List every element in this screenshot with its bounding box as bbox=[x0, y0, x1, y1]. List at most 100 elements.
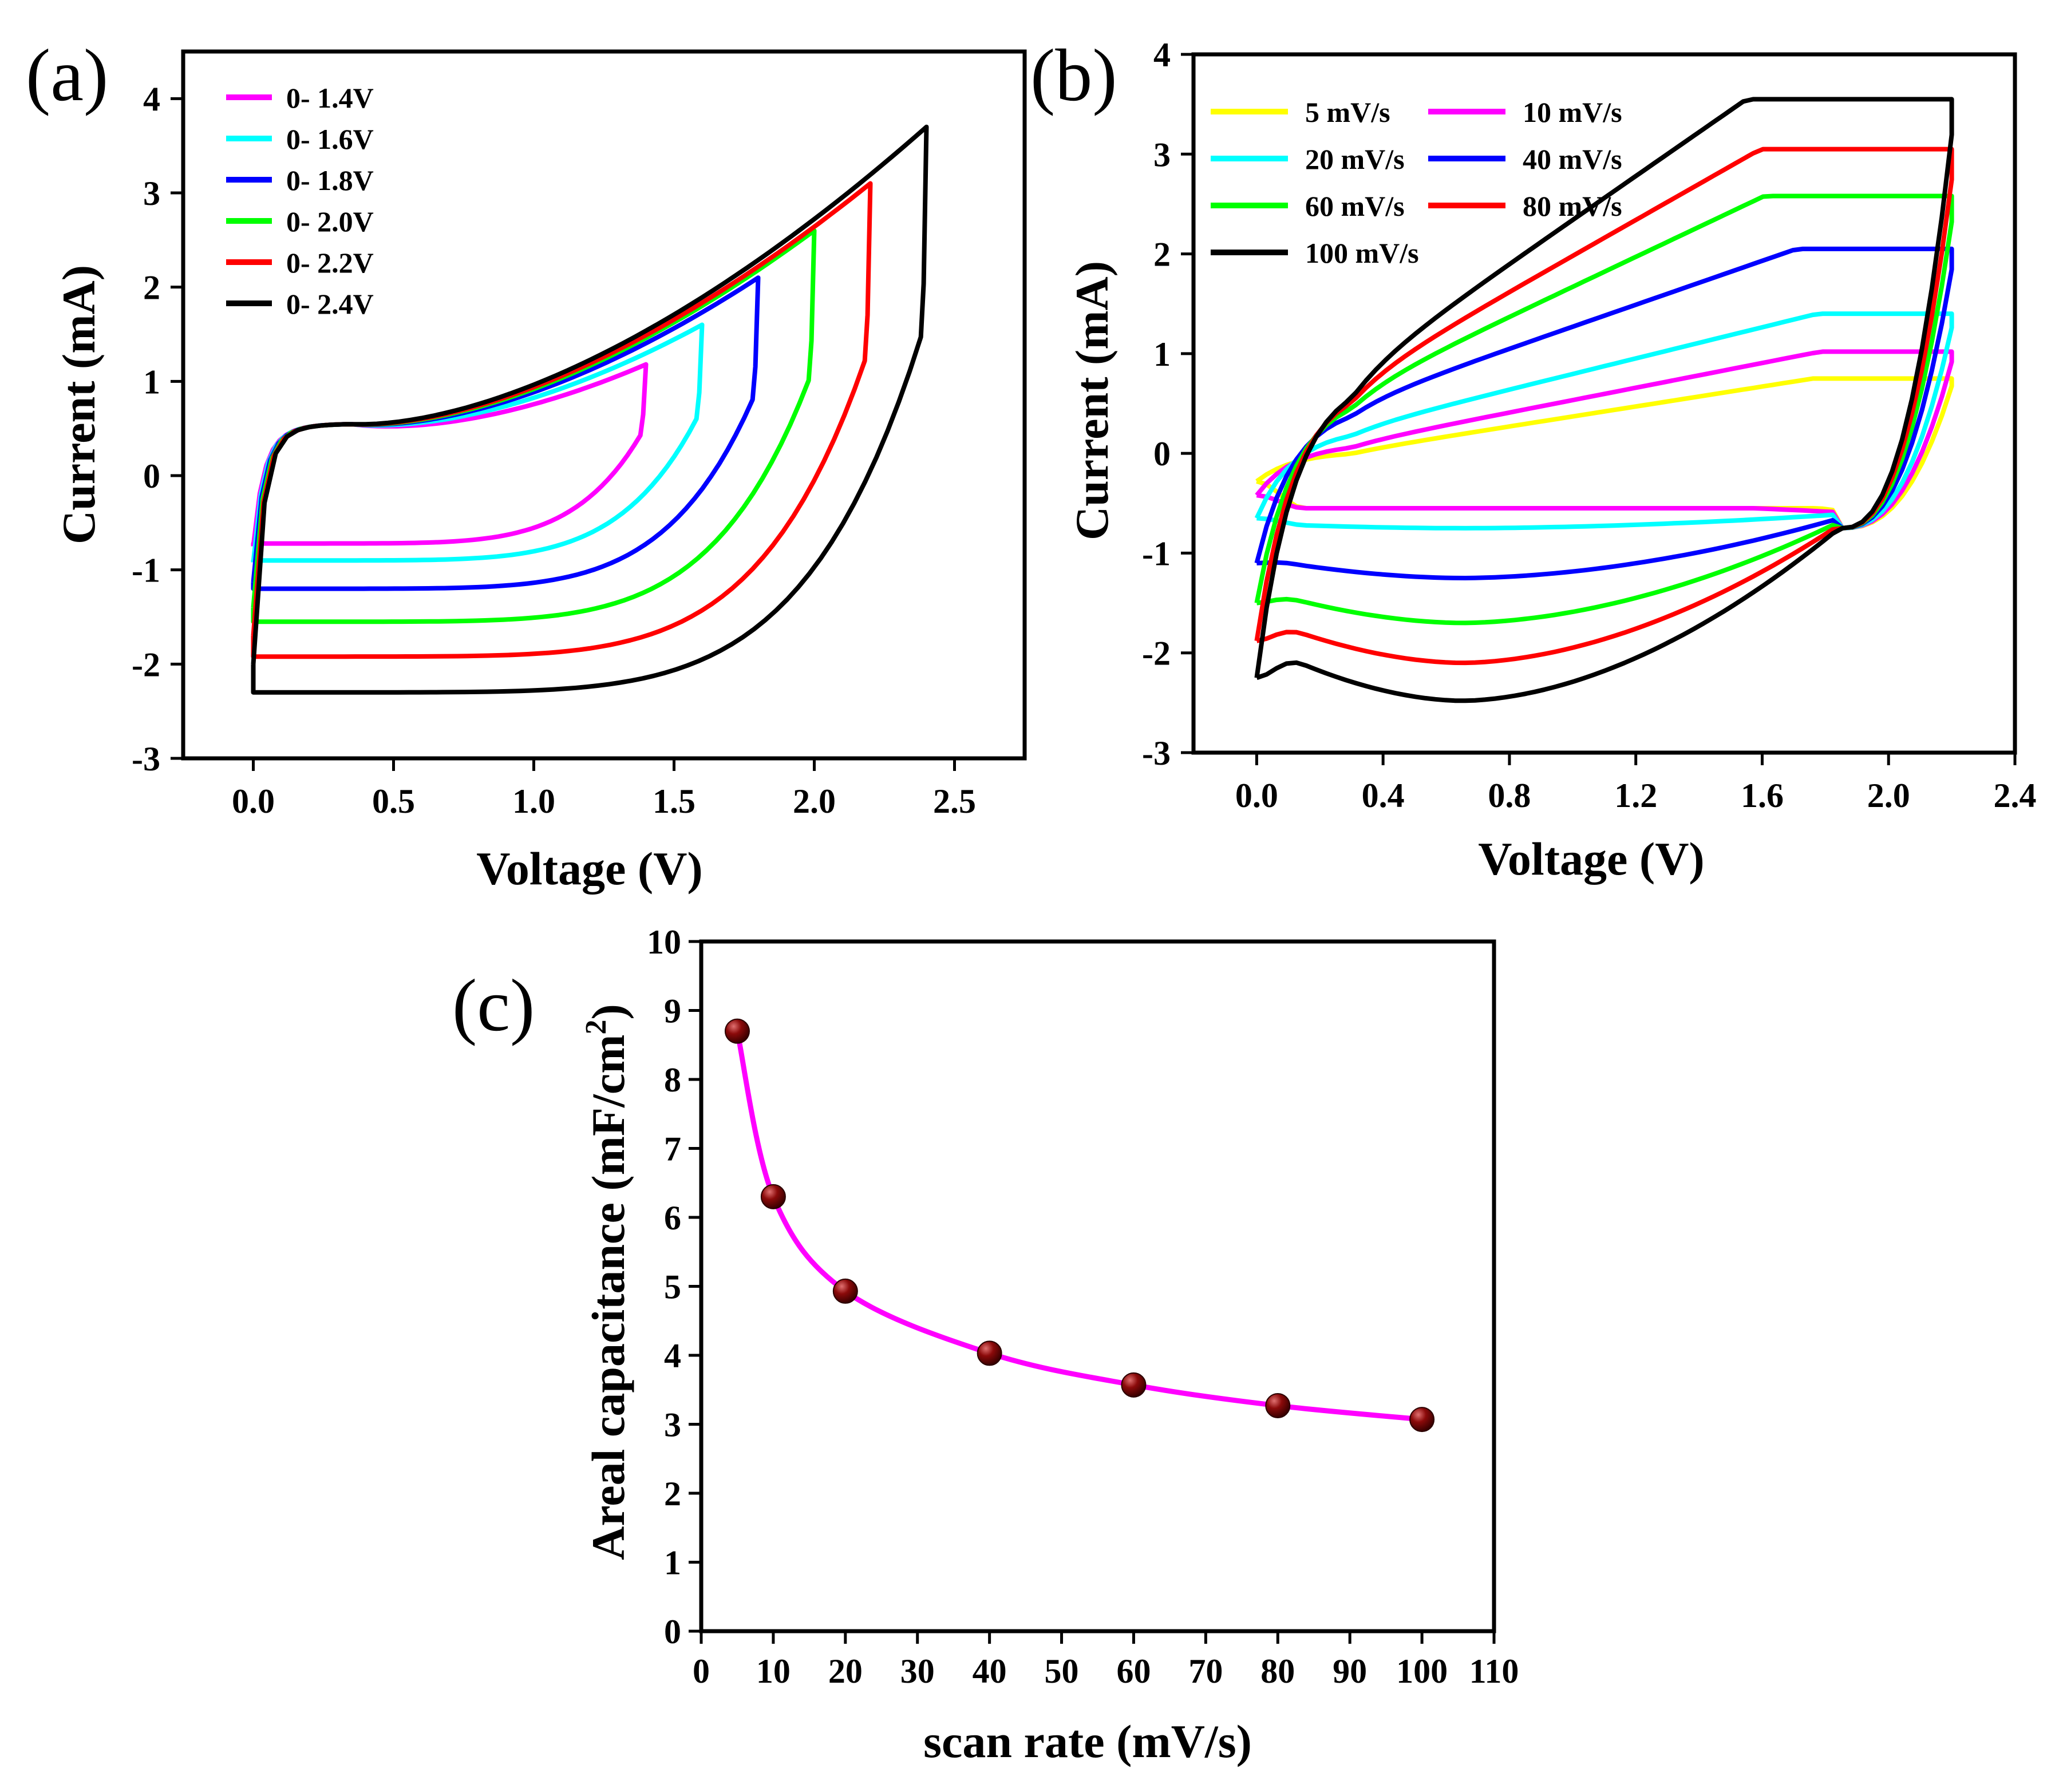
panel-c-y-tick-label: 10 bbox=[647, 923, 681, 961]
panel-a-series-line bbox=[251, 124, 929, 695]
panel-b-plot-frame bbox=[1191, 52, 2017, 755]
panel-a-y-tick-label: -1 bbox=[132, 552, 160, 590]
panel-a-y-tick-label: 4 bbox=[143, 80, 160, 118]
panel-b-legend-label: 5 mV/s bbox=[1305, 96, 1390, 128]
panel-b: (b) 0.0 0.4 0.8 1.2 1.6 2.0 2.4 -3 -2 -1 0 1 2 3 4 5 … bbox=[1030, 34, 2037, 885]
panel-b-x-tick-label: 0.0 bbox=[1235, 777, 1278, 814]
panel-b-y-tick-label: -1 bbox=[1142, 535, 1171, 572]
panel-c-x-tick-label: 60 bbox=[1116, 1652, 1151, 1690]
panel-b-legend-label: 60 mV/s bbox=[1305, 190, 1405, 222]
panel-c-data-point bbox=[760, 1184, 786, 1209]
panel-c-x-tick-label: 50 bbox=[1045, 1652, 1079, 1690]
panel-b-y-ticks: -3 -2 -1 0 1 2 3 4 bbox=[1142, 36, 1194, 772]
panel-a-y-axis-title: Current (mA) bbox=[53, 265, 105, 544]
panel-c-data-point bbox=[977, 1340, 1002, 1366]
panel-c-data-point bbox=[1121, 1372, 1147, 1398]
panel-a-legend-label: 0- 1.4V bbox=[286, 82, 374, 114]
panel-c-x-ticks: 0 10 20 30 40 50 60 70 80 90 100 110 bbox=[693, 1631, 1519, 1690]
panel-b-y-tick-label: 3 bbox=[1153, 136, 1171, 173]
panel-b-y-tick-label: 2 bbox=[1153, 236, 1171, 274]
panel-a-x-tick-label: 1.0 bbox=[512, 782, 555, 820]
panel-b-x-tick-label: 1.6 bbox=[1741, 777, 1784, 814]
panel-b-legend-label: 100 mV/s bbox=[1305, 237, 1419, 269]
panel-a-series-line bbox=[251, 362, 649, 547]
panel-c-y-axis-title-end: ) bbox=[582, 1004, 634, 1019]
panel-c-y-tick-label: 4 bbox=[664, 1337, 681, 1375]
panel-a-x-axis-title: Voltage (V) bbox=[476, 842, 703, 895]
panel-b-series-line bbox=[1255, 349, 1954, 531]
panel-b-curves bbox=[1254, 97, 1954, 703]
panel-a-x-ticks: 0.0 0.5 1.0 1.5 2.0 2.5 bbox=[232, 758, 976, 820]
panel-b-label: (b) bbox=[1030, 34, 1117, 117]
panel-c-x-tick-label: 10 bbox=[756, 1652, 791, 1690]
panel-b-x-tick-label: 2.4 bbox=[1994, 777, 2037, 814]
panel-c-x-tick-label: 80 bbox=[1260, 1652, 1295, 1690]
panel-c-series bbox=[724, 1018, 1435, 1433]
panel-a-y-tick-label: -3 bbox=[132, 740, 160, 778]
panel-c-y-tick-label: 8 bbox=[664, 1061, 681, 1099]
panel-c-y-tick-label: 3 bbox=[664, 1406, 681, 1444]
panel-c-series-line bbox=[734, 1030, 1422, 1422]
panel-b-series-line bbox=[1254, 147, 1954, 666]
panel-a-y-tick-label: 1 bbox=[143, 363, 160, 401]
panel-c-x-tick-label: 70 bbox=[1188, 1652, 1223, 1690]
panel-c-x-axis-title: scan rate (mV/s) bbox=[923, 1715, 1252, 1767]
panel-a-label: (a) bbox=[26, 34, 108, 117]
panel-c-y-axis-title: Areal capacitance (mF/cm2) bbox=[580, 1004, 634, 1560]
panel-c-y-tick-label: 2 bbox=[664, 1475, 681, 1513]
panel-a-legend-label: 0- 2.2V bbox=[286, 247, 374, 279]
panel-a-x-tick-label: 2.0 bbox=[793, 782, 836, 820]
panel-a-x-tick-label: 1.5 bbox=[653, 782, 695, 820]
panel-c-x-tick-label: 30 bbox=[900, 1652, 935, 1690]
panel-c-y-tick-label: 7 bbox=[664, 1130, 681, 1168]
panel-c-x-tick-label: 0 bbox=[693, 1652, 710, 1690]
panel-a-curves bbox=[251, 124, 929, 695]
panel-a-y-tick-label: 0 bbox=[143, 457, 160, 495]
panel-c-y-tick-label: 5 bbox=[664, 1268, 681, 1306]
panel-a-x-tick-label: 0.0 bbox=[232, 782, 275, 820]
panel-a-legend: 0- 1.4V 0- 1.6V 0- 1.8V 0- 2.0V 0- 2.2V 0- 2.… bbox=[226, 82, 374, 320]
panel-a-plot-frame bbox=[181, 49, 1027, 761]
panel-b-y-tick-label: 4 bbox=[1153, 36, 1171, 74]
panel-c-y-tick-label: 1 bbox=[664, 1544, 681, 1582]
panel-c-y-tick-label: 6 bbox=[664, 1199, 681, 1237]
panel-b-x-axis-title: Voltage (V) bbox=[1478, 833, 1705, 885]
panel-a-x-tick-label: 2.5 bbox=[933, 782, 976, 820]
panel-c-x-tick-label: 110 bbox=[1469, 1652, 1519, 1690]
panel-c-data-point bbox=[832, 1278, 858, 1304]
panel-b-legend-label: 20 mV/s bbox=[1305, 143, 1405, 175]
panel-c-y-axis-title-sup: 2 bbox=[580, 1019, 612, 1034]
panel-b-y-tick-label: -3 bbox=[1142, 734, 1171, 772]
panel-b-legend-label: 80 mV/s bbox=[1523, 190, 1622, 222]
panel-b-legend: 5 mV/s 10 mV/s 20 mV/s 40 mV/s 60 mV/s 80 mV/… bbox=[1211, 96, 1622, 269]
panel-b-series-line bbox=[1254, 193, 1954, 626]
panel-c-plot-frame bbox=[699, 939, 1496, 1633]
panel-a-y-tick-label: 2 bbox=[143, 269, 160, 307]
panel-c-y-ticks: 0 1 2 3 4 5 6 7 8 9 10 bbox=[647, 923, 701, 1651]
panel-c: (c) 0 10 20 30 40 50 60 70 80 90 100 110 0 1 2 3 4 5 6 7 8 9… bbox=[452, 923, 1519, 1767]
panel-c-data-point bbox=[1409, 1407, 1435, 1433]
panel-b-y-tick-label: 1 bbox=[1153, 335, 1171, 373]
panel-b-y-tick-label: -2 bbox=[1142, 635, 1171, 673]
panel-c-y-tick-label: 9 bbox=[664, 992, 681, 1030]
panel-a-legend-label: 0- 2.0V bbox=[286, 205, 374, 238]
panel-c-x-tick-label: 20 bbox=[828, 1652, 863, 1690]
panel-b-series-line bbox=[1254, 311, 1954, 531]
panel-a-x-tick-label: 0.5 bbox=[372, 782, 415, 820]
panel-b-x-tick-label: 1.2 bbox=[1614, 777, 1657, 814]
panel-c-data-point bbox=[1265, 1393, 1291, 1418]
panel-a-legend-label: 0- 1.8V bbox=[286, 164, 374, 196]
panel-c-y-axis-title-main: Areal capacitance (mF/cm bbox=[582, 1034, 634, 1560]
panel-b-y-axis-title: Current (mA) bbox=[1066, 261, 1118, 540]
panel-b-series-line bbox=[1254, 246, 1954, 580]
panel-c-label: (c) bbox=[452, 964, 535, 1047]
panel-b-x-ticks: 0.0 0.4 0.8 1.2 1.6 2.0 2.4 bbox=[1235, 753, 2037, 814]
panel-b-x-tick-label: 2.0 bbox=[1867, 777, 1910, 814]
panel-a: (a) 0.0 0.5 1.0 1.5 2.0 2.5 -3 -2 -1 0 1 2 3 4 0- 1.… bbox=[26, 34, 1027, 895]
panel-c-y-tick-label: 0 bbox=[664, 1613, 681, 1651]
panel-b-legend-label: 40 mV/s bbox=[1523, 143, 1622, 175]
panel-a-legend-label: 0- 2.4V bbox=[286, 288, 374, 320]
panel-a-y-tick-label: 3 bbox=[143, 175, 160, 212]
panel-b-legend-label: 10 mV/s bbox=[1523, 96, 1622, 128]
panel-b-x-tick-label: 0.4 bbox=[1362, 777, 1405, 814]
